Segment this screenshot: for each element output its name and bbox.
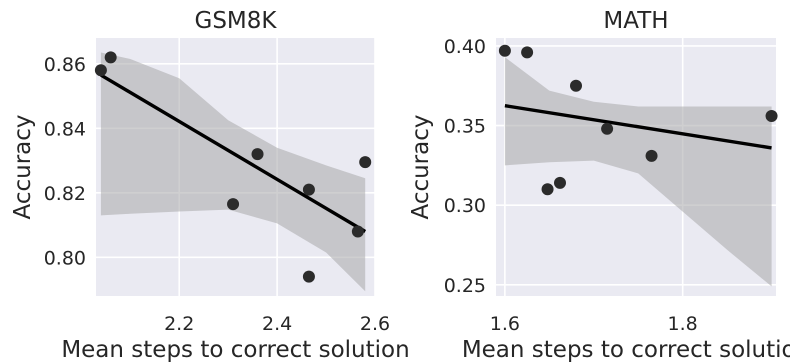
gsm8k-data-point bbox=[94, 64, 107, 77]
gsm8k-y-axis-label: Accuracy bbox=[10, 114, 36, 219]
gsm8k-data-point bbox=[302, 183, 315, 196]
math-tick-labels: 1.6 1.8 0.25 0.30 0.35 0.40 bbox=[444, 36, 698, 335]
gsm8k-x-axis-label: Mean steps to correct solution bbox=[61, 337, 409, 363]
math-confidence-band bbox=[504, 57, 772, 287]
math-title: MATH bbox=[603, 8, 668, 34]
math-y-tick-label: 0.30 bbox=[444, 195, 486, 217]
gsm8k-tick-labels: 2.2 2.4 2.6 0.80 0.82 0.84 0.86 bbox=[44, 54, 390, 335]
gsm8k-x-tick-label: 2.4 bbox=[262, 313, 292, 335]
math-data-point bbox=[601, 122, 614, 135]
gsm8k-data-point bbox=[251, 148, 264, 161]
math-x-tick-label: 1.6 bbox=[490, 313, 520, 335]
gsm8k-confidence-band bbox=[100, 52, 366, 292]
math-panel: 1.6 1.8 0.25 0.30 0.35 0.40 MATH Mean steps t… bbox=[408, 8, 790, 363]
math-data-point bbox=[541, 183, 554, 196]
math-data-point bbox=[521, 46, 534, 59]
math-data-point bbox=[645, 149, 658, 162]
math-data-point bbox=[498, 44, 511, 57]
gsm8k-y-tick-label: 0.84 bbox=[44, 118, 86, 140]
gsm8k-data-point bbox=[351, 225, 364, 238]
gsm8k-panel: 2.2 2.4 2.6 0.80 0.82 0.84 0.86 GSM8K Mean ste… bbox=[10, 8, 410, 363]
gsm8k-points bbox=[94, 51, 372, 283]
gsm8k-y-tick-label: 0.80 bbox=[44, 247, 86, 269]
math-points bbox=[498, 44, 778, 196]
math-data-point bbox=[570, 79, 582, 92]
gsm8k-data-point bbox=[302, 270, 315, 283]
gsm8k-title: GSM8K bbox=[195, 8, 278, 34]
math-y-axis-label: Accuracy bbox=[408, 114, 434, 219]
gsm8k-data-point bbox=[104, 51, 117, 64]
gsm8k-x-tick-label: 2.2 bbox=[164, 313, 194, 335]
gsm8k-data-point bbox=[227, 198, 240, 211]
math-regression-line bbox=[504, 104, 772, 150]
gsm8k-regression-line bbox=[100, 73, 367, 233]
math-data-point bbox=[765, 110, 778, 123]
math-y-tick-label: 0.40 bbox=[444, 36, 486, 58]
gsm8k-x-tick-label: 2.6 bbox=[360, 313, 390, 335]
math-data-point bbox=[554, 176, 566, 189]
math-y-tick-label: 0.25 bbox=[444, 275, 486, 297]
gsm8k-data-point bbox=[359, 156, 372, 169]
gsm8k-y-tick-label: 0.86 bbox=[44, 54, 86, 76]
math-x-tick-label: 1.8 bbox=[668, 313, 698, 335]
math-y-tick-label: 0.35 bbox=[444, 116, 486, 138]
gsm8k-y-tick-label: 0.82 bbox=[44, 183, 86, 205]
math-x-axis-label: Mean steps to correct solution bbox=[462, 337, 790, 363]
